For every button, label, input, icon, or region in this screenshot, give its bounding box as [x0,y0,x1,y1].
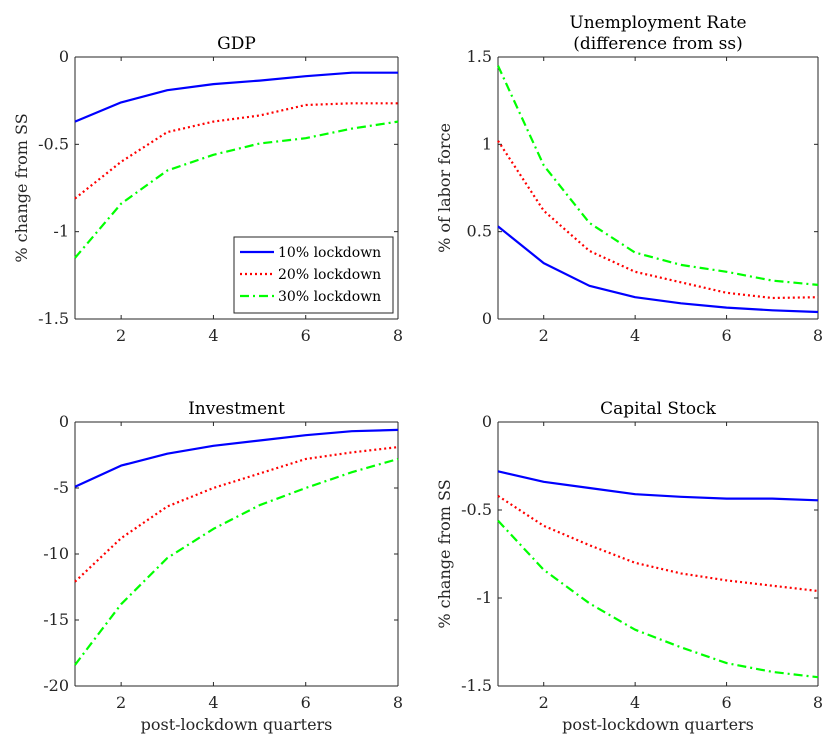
x-tick-label: 6 [301,326,311,345]
legend: 10% lockdown 20% lockdown 30% lockdown [233,236,394,314]
series-line-30pct [74,120,399,259]
x-tick-label: 8 [393,326,403,345]
y-tick-label: -20 [43,676,69,695]
y-tick-label: 0 [482,412,492,431]
chart-unemployment: 2 4 6 8 1.5 1 0.5 0 Unemployment Rate(difference… [435,13,823,345]
x-tick-label: 2 [116,693,126,712]
series-group [74,428,399,666]
legend-label: 10% lockdown [278,245,381,261]
chart-gdp: 2 4 6 8 0 -0.5 -1 -1.5 GDP % change from SS 10% lo… [12,34,403,345]
chart-title: Investment [188,399,285,419]
y-tick-label: 1 [482,134,492,153]
series-line-10pct [497,225,819,314]
y-axis-label: % change from SS [12,113,31,262]
x-axis-label: post-lockdown quarters [562,715,754,734]
x-tick-label: 4 [208,326,218,345]
x-tick-label: 8 [813,693,823,712]
series-line-10pct [74,428,399,488]
chart-title: (difference from ss) [573,34,742,54]
y-tick-label: -1 [476,588,492,607]
x-axis-label: post-lockdown quarters [141,715,333,734]
chart-title: GDP [217,34,256,54]
x-tick-label: 2 [539,693,549,712]
y-tick-label: -1.5 [461,676,492,695]
series-line-30pct [74,457,399,666]
y-tick-label: -0.5 [461,500,492,519]
x-tick-label: 4 [208,693,218,712]
series-line-30pct [497,65,819,286]
x-tick-label: 6 [721,693,731,712]
y-tick-label: -10 [43,544,69,563]
y-tick-label: 0 [59,47,69,66]
y-axis-label: % change from SS [435,479,454,628]
series-line-10pct [497,470,819,502]
series-line-30pct [497,519,819,679]
plot-area [498,57,818,319]
axes-frame [497,56,819,320]
y-tick-label: 1.5 [467,47,492,66]
legend-label: 20% lockdown [278,267,381,283]
chart-title: Unemployment Rate [569,13,746,33]
x-tick-label: 8 [813,326,823,345]
y-tick-label: -1.5 [38,309,69,328]
x-tick-label: 6 [721,326,731,345]
series-line-20pct [497,140,819,300]
plot-area [498,422,818,686]
x-tick-label: 2 [539,326,549,345]
y-tick-label: -5 [53,478,69,497]
series-group [497,470,819,679]
axes-frame [497,421,819,687]
x-tick-label: 4 [630,326,640,345]
series-group [497,65,819,314]
chart-investment: 2 4 6 8 0 -5 -10 -15 -20 Investment post-lockdown … [43,399,403,734]
plot-area [75,422,398,686]
series-line-20pct [497,494,819,593]
y-tick-label: 0.5 [467,222,492,241]
x-tick-label: 2 [116,326,126,345]
y-tick-label: -1 [53,222,69,241]
series-line-10pct [74,71,398,123]
chart-capital-stock: 2 4 6 8 0 -0.5 -1 -1.5 Capital Stock % change fro… [435,399,823,734]
x-tick-label: 4 [630,693,640,712]
x-tick-label: 8 [393,693,403,712]
y-axis-label: % of labor force [435,123,454,253]
y-tick-label: -0.5 [38,134,69,153]
legend-label: 30% lockdown [278,289,381,305]
axes-frame [74,56,399,320]
y-tick-label: 0 [59,412,69,431]
chart-title: Capital Stock [600,399,717,419]
series-group [74,71,399,259]
x-tick-label: 6 [301,693,311,712]
y-tick-label: -15 [43,610,69,629]
y-tick-label: 0 [482,309,492,328]
